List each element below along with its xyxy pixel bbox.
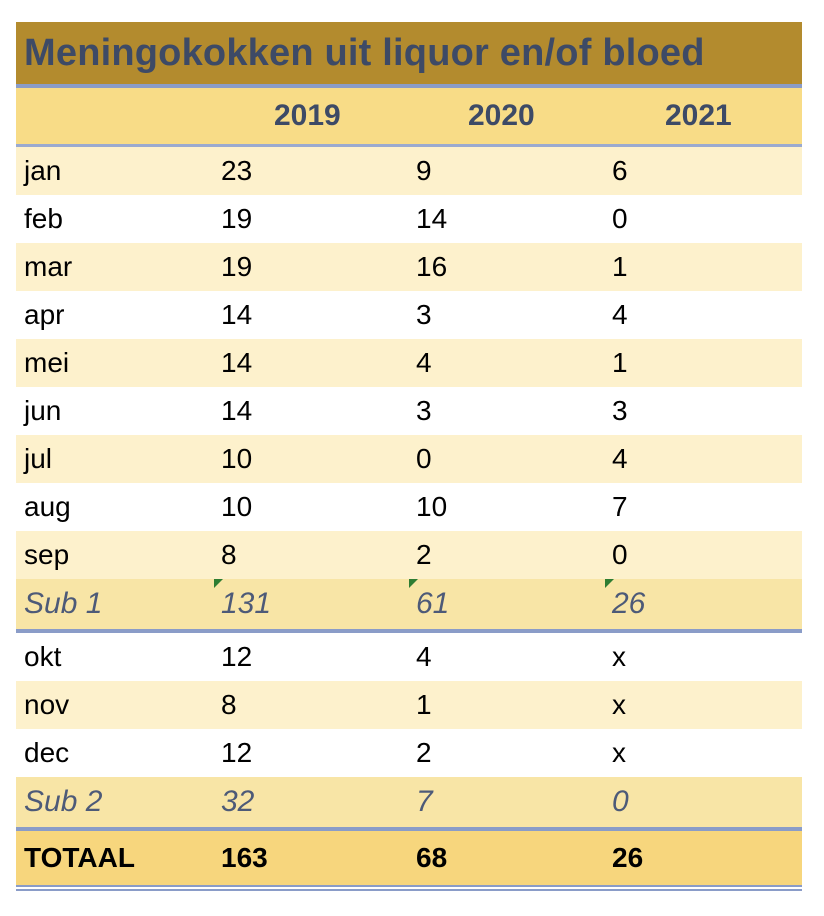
month-cell[interactable]: jun xyxy=(24,395,62,426)
value-cell[interactable]: 14 xyxy=(221,299,253,330)
month-cell[interactable]: apr xyxy=(24,299,65,330)
value-cell[interactable]: 0 xyxy=(612,539,628,570)
table-row: mar 19 16 1 xyxy=(16,243,802,291)
title-bar: Meningokokken uit liquor en/of bloed xyxy=(16,22,802,84)
table-row: feb 19 14 0 xyxy=(16,195,802,243)
month-cell[interactable]: okt xyxy=(24,641,62,672)
divider xyxy=(16,84,802,88)
value-cell[interactable]: 12 xyxy=(221,641,253,672)
month-cell[interactable]: jan xyxy=(24,155,62,186)
table-row: dec 12 2 x xyxy=(16,729,802,777)
value-cell[interactable]: 2 xyxy=(416,737,432,768)
value-cell[interactable]: 10 xyxy=(221,491,253,522)
table-row: apr 14 3 4 xyxy=(16,291,802,339)
value-cell[interactable]: 1 xyxy=(416,689,432,720)
double-underline xyxy=(16,885,802,891)
value-cell[interactable]: 12 xyxy=(221,737,253,768)
header-row: 2019 2020 2021 xyxy=(16,88,802,144)
value-cell[interactable]: 19 xyxy=(221,203,253,234)
divider xyxy=(16,629,802,633)
table-row: sep 8 2 0 xyxy=(16,531,802,579)
value-cell[interactable]: 4 xyxy=(416,347,432,378)
value-cell[interactable]: 10 xyxy=(221,443,253,474)
value-cell[interactable]: 9 xyxy=(416,155,432,186)
table-row: nov 8 1 x xyxy=(16,681,802,729)
value-cell[interactable]: 4 xyxy=(416,641,432,672)
column-header-2019[interactable]: 2019 xyxy=(274,99,341,132)
subtotal-row-1: Sub 1 131 61 26 xyxy=(16,579,802,629)
total-row: TOTAAL 163 68 26 xyxy=(16,831,802,885)
value-cell[interactable]: 4 xyxy=(612,443,628,474)
value-cell[interactable]: 14 xyxy=(221,395,253,426)
value-cell[interactable]: x xyxy=(612,737,626,768)
table-row: aug 10 10 7 xyxy=(16,483,802,531)
value-cell[interactable]: 6 xyxy=(612,155,628,186)
table-title: Meningokokken uit liquor en/of bloed xyxy=(24,32,705,74)
column-header-2020[interactable]: 2020 xyxy=(468,99,535,132)
value-cell[interactable]: 1 xyxy=(612,347,628,378)
total-value[interactable]: 26 xyxy=(612,842,644,873)
month-cell[interactable]: dec xyxy=(24,737,70,768)
table-row: jan 23 9 6 xyxy=(16,147,802,195)
value-cell[interactable]: x xyxy=(612,641,626,672)
value-cell[interactable]: 3 xyxy=(416,395,432,426)
divider xyxy=(16,144,802,147)
value-cell[interactable]: 2 xyxy=(416,539,432,570)
value-cell[interactable]: 3 xyxy=(416,299,432,330)
value-cell[interactable]: 3 xyxy=(612,395,628,426)
value-cell[interactable]: 23 xyxy=(221,155,253,186)
value-cell[interactable]: 8 xyxy=(221,539,237,570)
column-header-2021[interactable]: 2021 xyxy=(665,99,732,132)
month-cell[interactable]: sep xyxy=(24,539,70,570)
value-cell[interactable]: 14 xyxy=(221,347,253,378)
subtotal-value[interactable]: 0 xyxy=(612,785,629,818)
subtotal-label[interactable]: Sub 2 xyxy=(24,785,103,818)
value-cell[interactable]: 10 xyxy=(416,491,448,522)
value-cell[interactable]: 0 xyxy=(416,443,432,474)
value-cell[interactable]: 14 xyxy=(416,203,448,234)
total-label[interactable]: TOTAAL xyxy=(24,842,135,873)
total-value[interactable]: 163 xyxy=(221,842,268,873)
value-cell[interactable]: 7 xyxy=(612,491,628,522)
month-cell[interactable]: feb xyxy=(24,203,63,234)
subtotal-value[interactable]: 61 xyxy=(416,587,450,620)
formula-flag-icon xyxy=(214,579,223,588)
table-row: mei 14 4 1 xyxy=(16,339,802,387)
month-cell[interactable]: mar xyxy=(24,251,73,282)
formula-flag-icon xyxy=(605,579,614,588)
value-cell[interactable]: 16 xyxy=(416,251,448,282)
total-value[interactable]: 68 xyxy=(416,842,448,873)
table-row: jul 10 0 4 xyxy=(16,435,802,483)
subtotal-row-2: Sub 2 32 7 0 xyxy=(16,777,802,827)
table-row: jun 14 3 3 xyxy=(16,387,802,435)
month-cell[interactable]: nov xyxy=(24,689,70,720)
value-cell[interactable]: 1 xyxy=(612,251,628,282)
subtotal-label[interactable]: Sub 1 xyxy=(24,587,103,620)
spreadsheet-table: Meningokokken uit liquor en/of bloed 201… xyxy=(16,22,802,891)
table-row: okt 12 4 x xyxy=(16,633,802,681)
month-cell[interactable]: mei xyxy=(24,347,70,378)
subtotal-value[interactable]: 32 xyxy=(221,785,255,818)
subtotal-value[interactable]: 131 xyxy=(221,587,272,620)
value-cell[interactable]: x xyxy=(612,689,626,720)
month-cell[interactable]: jul xyxy=(24,443,53,474)
value-cell[interactable]: 0 xyxy=(612,203,628,234)
formula-flag-icon xyxy=(409,579,418,588)
value-cell[interactable]: 4 xyxy=(612,299,628,330)
subtotal-value[interactable]: 7 xyxy=(416,785,433,818)
value-cell[interactable]: 19 xyxy=(221,251,253,282)
divider xyxy=(16,827,802,831)
value-cell[interactable]: 8 xyxy=(221,689,237,720)
subtotal-value[interactable]: 26 xyxy=(612,587,646,620)
month-cell[interactable]: aug xyxy=(24,491,71,522)
